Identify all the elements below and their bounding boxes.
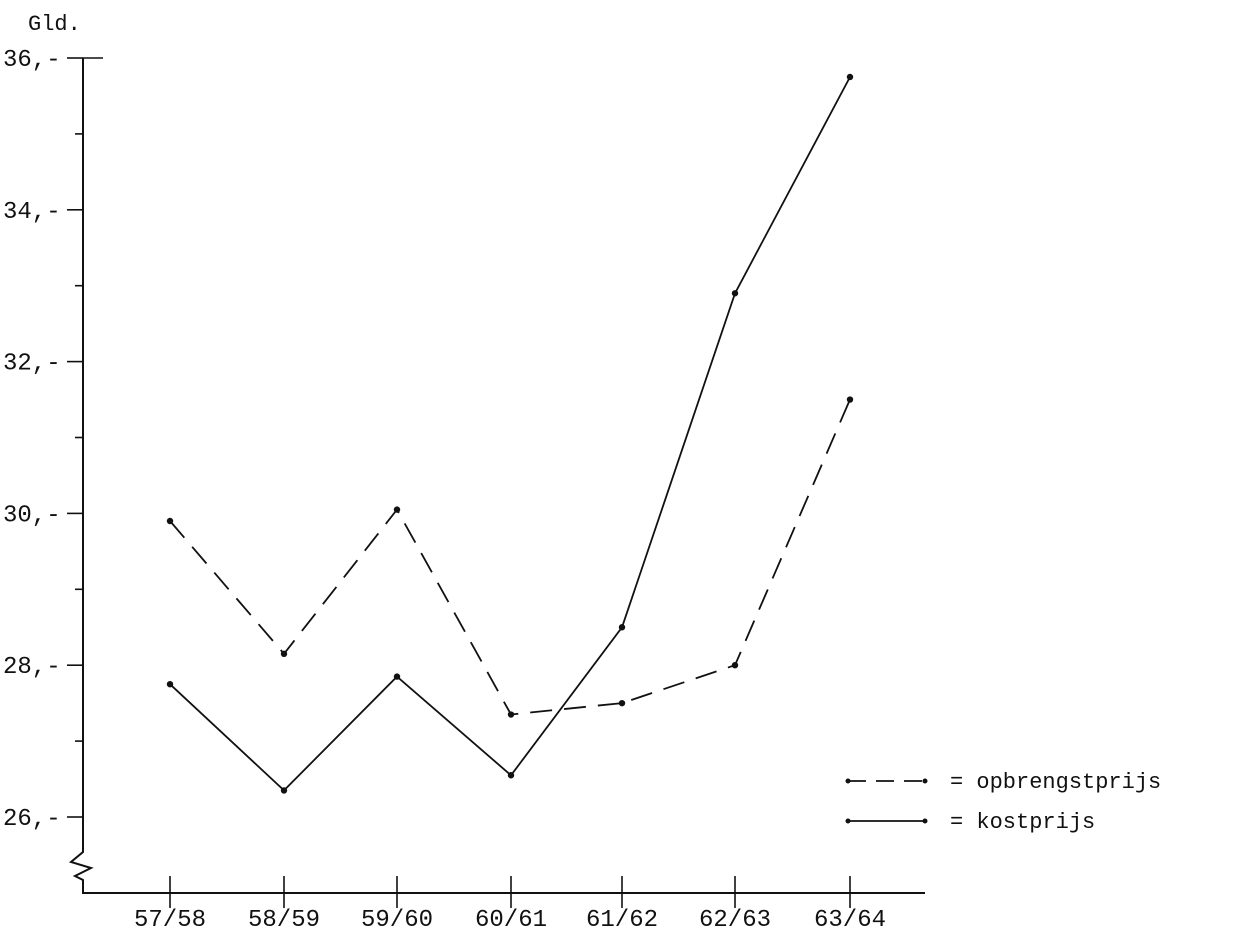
y-tick-label: 32,- <box>3 351 61 378</box>
data-point <box>507 772 515 779</box>
y-tick-label: 34,- <box>3 199 61 226</box>
y-ticks: 26,- 28,- 30,- 32,- 34,- 36,- <box>3 47 83 833</box>
data-point <box>280 787 288 794</box>
data-point <box>618 699 626 707</box>
legend-marker <box>922 778 928 784</box>
data-point <box>166 517 174 525</box>
legend-label: = opbrengstprijs <box>950 770 1161 795</box>
y-axis-label: Gld. <box>28 12 81 37</box>
data-point <box>731 290 739 297</box>
data-point <box>731 662 739 669</box>
axes-lines <box>68 58 925 894</box>
legend-label: = kostprijs <box>950 810 1095 835</box>
axes <box>68 57 925 894</box>
y-tick-label: 36,- <box>3 47 61 74</box>
series-line-1 <box>169 399 851 716</box>
series-layer <box>166 73 854 794</box>
data-point <box>393 673 401 680</box>
data-point <box>393 506 401 513</box>
x-tick-label: 62/63 <box>699 907 771 934</box>
legend-marker <box>845 778 851 784</box>
x-tick-label: 58/59 <box>248 907 320 934</box>
data-point <box>280 650 288 658</box>
legend-marker <box>922 818 928 824</box>
x-tick-label: 59/60 <box>361 907 433 934</box>
data-point <box>166 680 174 688</box>
y-tick-label: 28,- <box>3 654 61 681</box>
data-point <box>618 624 626 631</box>
legend-marker <box>845 818 851 824</box>
y-tick-label: 26,- <box>3 806 61 833</box>
data-point <box>846 73 854 81</box>
x-tick-label: 57/58 <box>134 907 206 934</box>
series-line-2 <box>169 76 851 792</box>
x-tick-label: 61/62 <box>586 907 658 934</box>
legend: = opbrengstprijs = kostprijs <box>845 770 1161 835</box>
x-tick-label: 60/61 <box>475 907 547 934</box>
data-point <box>507 711 515 718</box>
x-ticks: 57/58 58/59 59/60 60/61 61/62 62/63 63/64 <box>134 876 886 934</box>
y-tick-label: 30,- <box>3 502 61 529</box>
data-point <box>846 396 854 403</box>
x-tick-label: 63/64 <box>814 907 886 934</box>
